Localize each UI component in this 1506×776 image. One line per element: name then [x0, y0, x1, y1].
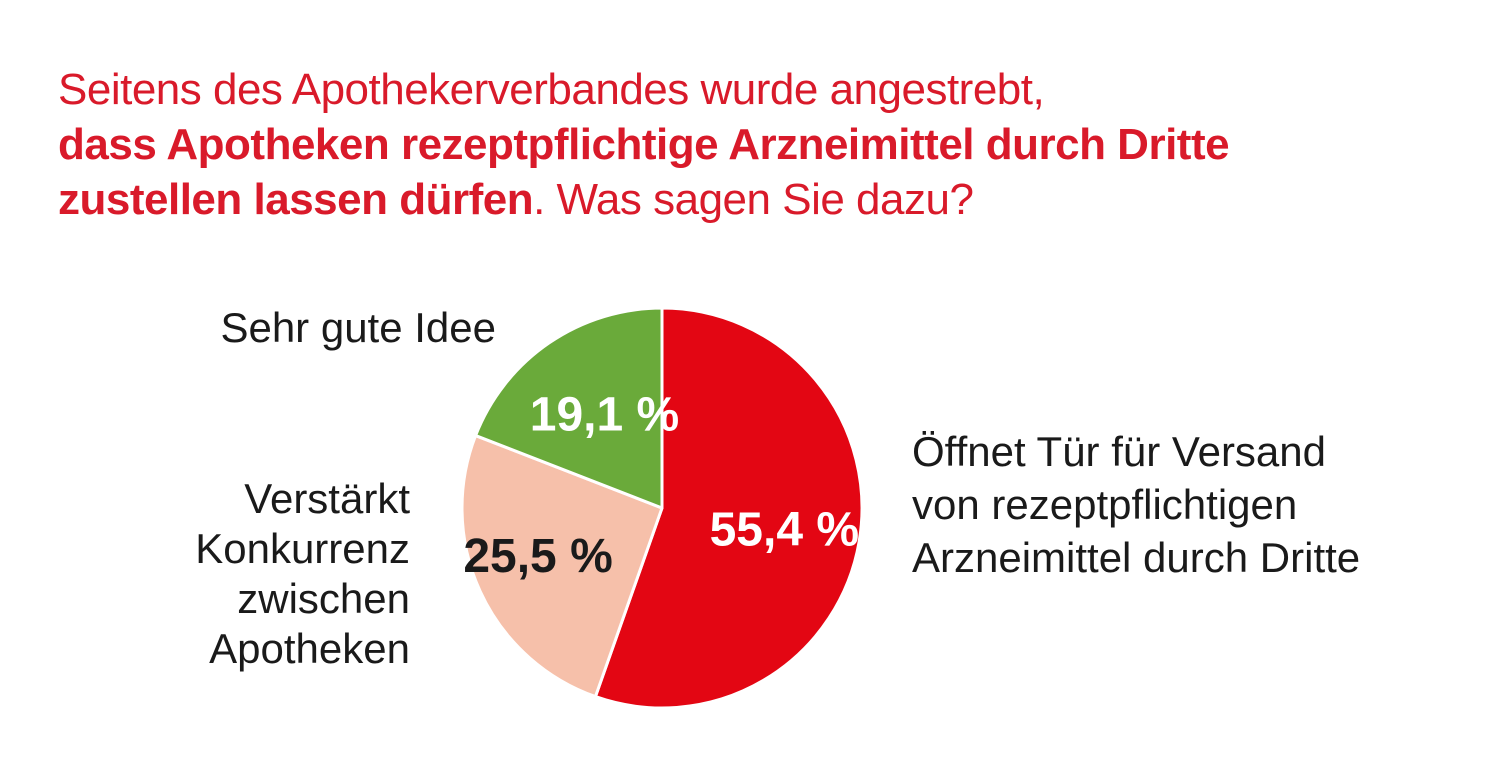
- pie-value-labels: 55,4 % 25,5 % 19,1 %: [463, 388, 859, 583]
- pie-category-label-line: Arzneimittel durch Dritte: [912, 534, 1360, 581]
- title-line-2: dass Apotheken rezeptpflichtige Arzneimi…: [58, 120, 1230, 169]
- pie-category-label-line: Sehr gute Idee: [220, 304, 496, 351]
- title-line-3-bold: zustellen lassen dürfen: [58, 175, 534, 224]
- pie-category-labels: Öffnet Tür für Versand von rezeptpflichti…: [195, 304, 1360, 672]
- pie-category-label-line: von rezeptpflichtigen: [912, 481, 1297, 528]
- pie-slice-3: [474, 306, 664, 510]
- pie-value-label-1: 55,4 %: [710, 504, 859, 557]
- pie-slices: [460, 306, 864, 710]
- pie-category-label-line: zwischen: [237, 575, 410, 622]
- pie-category-label-line: Konkurrenz: [195, 525, 410, 572]
- pie-category-label-2: Verstärkt Konkurrenz zwischen Apotheken: [195, 475, 410, 672]
- pie-slice-2: [460, 434, 664, 699]
- pie-category-label-3: Sehr gute Idee: [220, 304, 496, 351]
- title-line-3: zustellen lassen dürfen. Was sagen Sie d…: [58, 172, 1478, 227]
- title-line-1: Seitens des Apothekerverbandes wurde ang…: [58, 65, 1045, 114]
- chart-title: Seitens des Apothekerverbandes wurde ang…: [58, 62, 1478, 227]
- pie-category-label-line: Öffnet Tür für Versand: [912, 428, 1326, 475]
- pie-category-label-1: Öffnet Tür für Versand von rezeptpflichti…: [912, 428, 1360, 581]
- pie-category-label-line: Apotheken: [209, 625, 410, 672]
- title-line-3-rest: . Was sagen Sie dazu?: [533, 175, 974, 224]
- pie-value-label-3: 19,1 %: [530, 388, 679, 441]
- pie-value-label-2: 25,5 %: [463, 530, 612, 583]
- pie-category-label-line: Verstärkt: [244, 475, 410, 522]
